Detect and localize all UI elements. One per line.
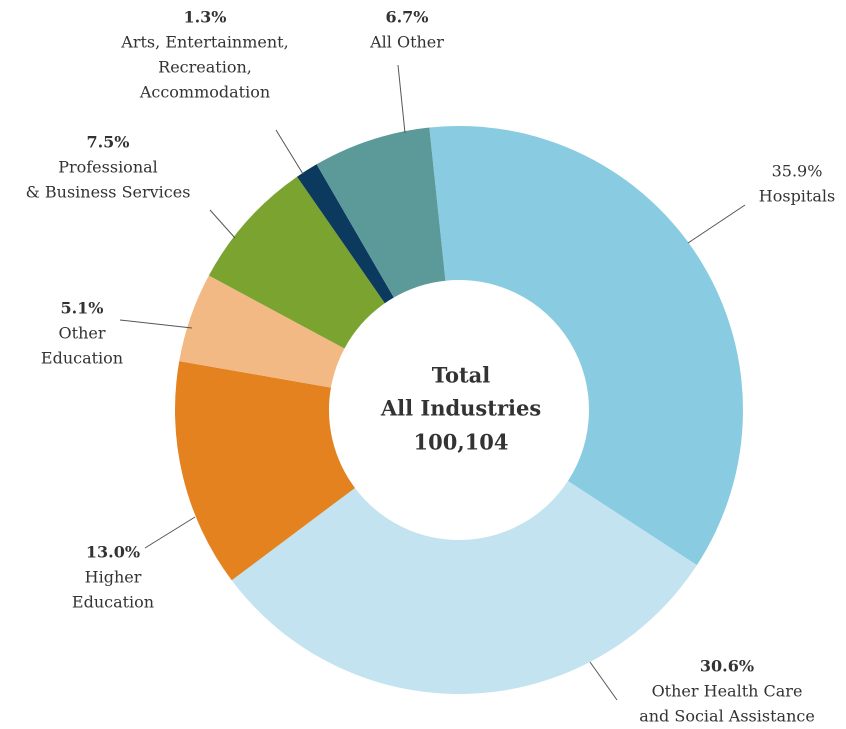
category-label: Professional	[58, 158, 158, 177]
category-label: Arts, Entertainment,	[120, 33, 288, 52]
slice	[174, 361, 355, 581]
slice	[208, 176, 385, 349]
value-label: 1.3%	[183, 8, 226, 27]
value-label: 7.5%	[86, 133, 129, 152]
center-label: All Industries	[380, 396, 541, 421]
value-label: 35.9%	[772, 162, 823, 181]
category-label: Education	[72, 593, 154, 612]
total: 100,104	[414, 430, 509, 455]
slice	[297, 164, 394, 304]
category-label: Accommodation	[139, 83, 270, 102]
slice	[231, 481, 697, 695]
value-label: 5.1%	[60, 299, 103, 318]
slice	[429, 125, 744, 566]
leader-line	[144, 516, 196, 549]
value-label: 13.0%	[86, 543, 140, 562]
category-label: Recreation,	[158, 58, 252, 77]
category-label: and Social Assistance	[639, 707, 815, 726]
leader-line	[687, 204, 746, 244]
category-label: All Other	[369, 33, 444, 52]
category-label: Other Health Care	[652, 682, 803, 701]
leader-line	[119, 319, 193, 329]
slices	[174, 125, 744, 695]
slice	[179, 275, 345, 388]
category-label: Higher	[85, 568, 142, 587]
value-label: 30.6%	[700, 657, 754, 676]
category-label: Hospitals	[759, 187, 835, 206]
category-label: & Business Services	[26, 183, 191, 202]
leader-line	[209, 209, 236, 239]
leader-line	[397, 64, 406, 134]
category-label: Other	[59, 324, 106, 343]
value-label: 6.7%	[385, 8, 428, 27]
leader-line	[275, 129, 304, 175]
category-label: Education	[41, 349, 123, 368]
leader-line	[589, 661, 618, 701]
center-label: Total	[432, 363, 491, 388]
slice	[316, 127, 446, 298]
